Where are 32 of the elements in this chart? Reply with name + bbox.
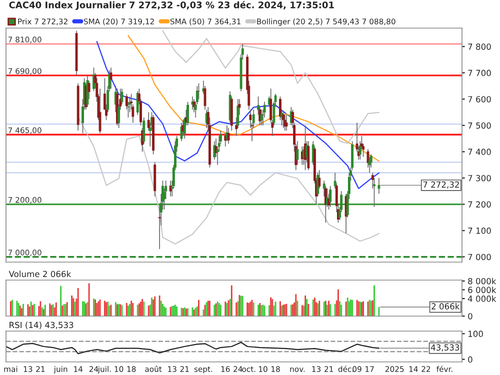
y-tick-label: 7 500	[468, 122, 491, 129]
y-tick-label: 7 700	[468, 70, 491, 76]
y-tick-label: 6 000k	[468, 286, 496, 294]
y-tick-label: 7 100	[468, 228, 491, 234]
y-tick-label: 4 000k	[468, 295, 496, 302]
annotation: 7 272,32	[423, 181, 459, 189]
y-tick-label: 7 600	[468, 96, 491, 102]
line-series	[128, 35, 380, 162]
line-series	[6, 342, 380, 354]
chart-title: CAC40 Index Journalier 7 272,32 -0,03 % 23 déc. 2024, 17:35:01	[9, 0, 334, 10]
candlestick	[110, 67, 112, 90]
y-tick-label: 7 200	[468, 201, 491, 208]
line-series	[96, 40, 380, 190]
y-tick-label: 0	[468, 356, 472, 363]
annotation: 43,533	[430, 344, 460, 352]
candlestick	[378, 178, 380, 194]
chart-title: Volume 2 066k	[8, 270, 72, 278]
candlestick	[88, 80, 90, 100]
y-tick-label: 7 800	[468, 44, 491, 50]
candlestick	[329, 185, 332, 208]
candlestick	[227, 128, 230, 144]
candlestick	[285, 114, 288, 132]
chart-title: RSI (14) 43,533	[10, 322, 74, 330]
y-tick-label: 7 000	[468, 254, 491, 260]
candlestick	[86, 75, 89, 108]
line-series	[162, 30, 380, 144]
annotation: 2 066k	[432, 303, 460, 310]
y-tick-label: 7 300	[468, 174, 491, 182]
y-tick-label: 8 000k	[468, 278, 496, 284]
y-tick-label: 100	[468, 330, 483, 337]
y-tick-label: 0	[468, 313, 472, 320]
y-tick-label: 7 400	[468, 148, 491, 155]
